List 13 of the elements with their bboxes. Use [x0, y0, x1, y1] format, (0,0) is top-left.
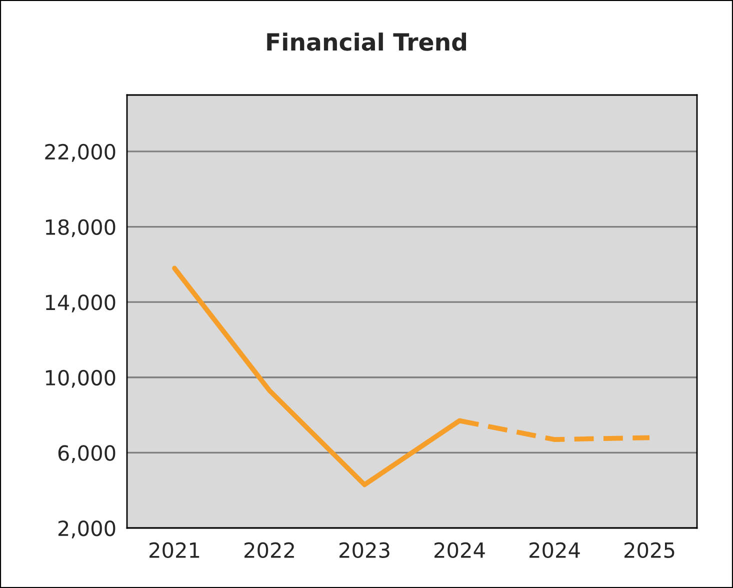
x-tick-label: 2025 [624, 542, 674, 558]
x-tick-label: 2021 [150, 542, 200, 558]
y-tick-label: 6,000 [58, 445, 116, 464]
x-tick-label: 2022 [244, 542, 294, 558]
y-tick-label: 18,000 [46, 219, 116, 238]
y-tick-label: 22,000 [45, 144, 116, 162]
x-tick-label: 2024 [530, 542, 580, 558]
y-tick-label: 14,000 [46, 294, 116, 312]
x-tick-label: 2024 [434, 542, 485, 558]
chart-title: Financial Trend [267, 32, 466, 51]
x-tick-label: 2023 [340, 542, 390, 558]
y-tick-label: 10,000 [46, 370, 116, 388]
y-tick-label: 2,000 [58, 520, 116, 538]
